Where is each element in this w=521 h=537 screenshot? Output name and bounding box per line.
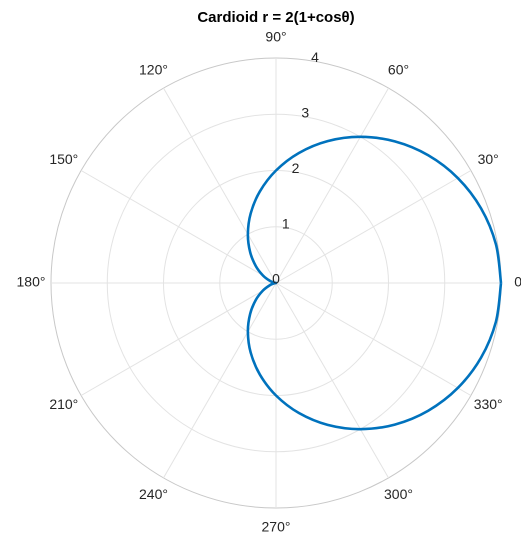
chart-title: Cardioid r = 2(1+cosθ) (197, 9, 354, 26)
cardioid-line (246, 135, 503, 431)
theta-tick-label: 60° (388, 62, 409, 78)
theta-tick-label: 240° (139, 486, 168, 502)
r-tick-label: 1 (282, 215, 290, 231)
theta-tick-label: 270° (262, 519, 291, 535)
r-tick-label: 4 (311, 49, 319, 65)
theta-tick-label: 0° (514, 274, 521, 290)
theta-tick-label: 180° (17, 274, 46, 290)
grid-spoke (163, 282, 277, 479)
grid-spoke (80, 170, 277, 284)
r-tick-label: 2 (292, 160, 300, 176)
theta-tick-label: 90° (265, 29, 286, 45)
grid-spoke (275, 282, 389, 479)
r-tick-label: 3 (301, 105, 309, 121)
theta-tick-label: 330° (474, 396, 503, 412)
theta-tick-label: 300° (384, 486, 413, 502)
r-tick-label: 0 (272, 271, 280, 287)
theta-tick-label: 150° (49, 151, 78, 167)
grid-spoke (275, 170, 472, 284)
grid-spoke (275, 87, 389, 284)
grid-spoke (275, 282, 472, 396)
grid-spoke (163, 87, 277, 284)
theta-tick-label: 30° (478, 151, 499, 167)
theta-tick-label: 210° (49, 396, 78, 412)
grid-spoke (80, 282, 277, 396)
theta-tick-label: 120° (139, 62, 168, 78)
